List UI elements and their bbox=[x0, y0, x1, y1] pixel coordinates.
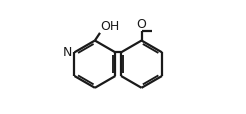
Text: OH: OH bbox=[101, 20, 120, 33]
Text: N: N bbox=[63, 46, 73, 59]
Text: O: O bbox=[137, 18, 146, 31]
